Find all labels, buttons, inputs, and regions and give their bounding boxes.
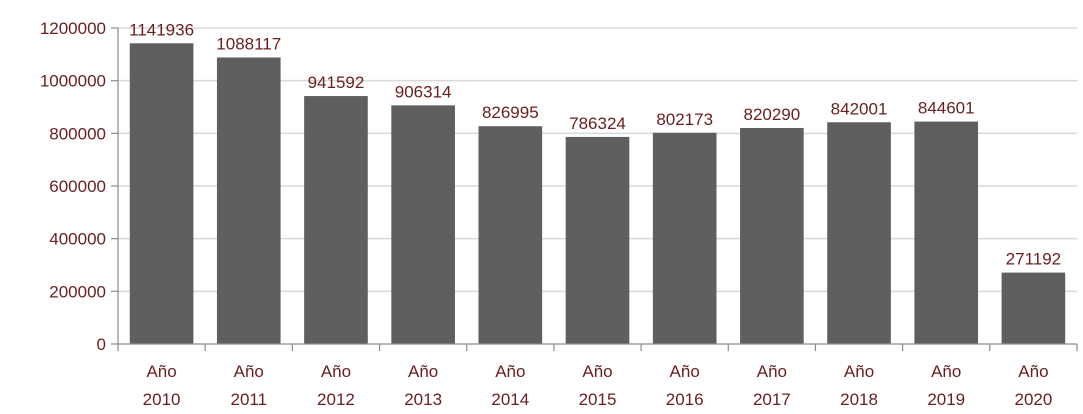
data-label: 786324 bbox=[569, 114, 626, 133]
y-tick-label: 200000 bbox=[49, 282, 106, 301]
x-tick-label: Año bbox=[408, 362, 438, 381]
x-tick-label: 2016 bbox=[666, 390, 704, 409]
data-label: 271192 bbox=[1006, 250, 1061, 269]
x-tick-label: Año bbox=[582, 362, 612, 381]
data-label: 906314 bbox=[395, 82, 452, 101]
y-tick-labels: 0 200000 400000 600000 800000 1000000 1200000 bbox=[40, 19, 106, 354]
x-tick-label: Año bbox=[321, 362, 351, 381]
x-tick-label: 2018 bbox=[840, 390, 878, 409]
data-label: 826995 bbox=[482, 103, 539, 122]
x-tick-label: 2010 bbox=[143, 390, 181, 409]
bar bbox=[652, 132, 717, 344]
bar bbox=[914, 121, 979, 344]
x-tick-label: Año bbox=[931, 362, 961, 381]
bar bbox=[827, 122, 891, 344]
bar bbox=[740, 127, 804, 345]
x-tick-label: Año bbox=[146, 362, 176, 381]
data-label: 1088117 bbox=[216, 34, 281, 53]
bar bbox=[478, 126, 543, 345]
y-tick-label: 1200000 bbox=[40, 19, 106, 38]
x-tick-label: Año bbox=[1018, 362, 1048, 381]
x-tick-label: Año bbox=[495, 362, 525, 381]
data-labels: 1141936 1088117 941592 906314 826995 786324 80… bbox=[129, 20, 1061, 268]
data-label: 802173 bbox=[656, 110, 713, 129]
x-tick-label: Año bbox=[234, 362, 264, 381]
bar bbox=[304, 96, 368, 344]
x-tick-label: 2017 bbox=[753, 390, 791, 409]
axes bbox=[111, 27, 1078, 351]
y-tick-label: 1000000 bbox=[40, 72, 106, 91]
data-label: 941592 bbox=[308, 73, 365, 92]
x-tick-label: 2012 bbox=[317, 390, 355, 409]
data-label: 820290 bbox=[743, 105, 800, 124]
bar bbox=[216, 57, 281, 344]
data-label: 844601 bbox=[918, 99, 975, 118]
x-tick-label: 2013 bbox=[404, 390, 442, 409]
bar bbox=[565, 136, 630, 344]
x-tick-label: 2014 bbox=[491, 390, 529, 409]
bars bbox=[129, 43, 1066, 345]
x-tick-label: Año bbox=[844, 362, 874, 381]
y-tick-label: 400000 bbox=[49, 230, 106, 249]
y-tick-label: 800000 bbox=[49, 124, 106, 143]
x-tick-labels: Año 2010 Año 2011 Año 2012 Año 2013 Año 2014 Año 20… bbox=[143, 362, 1053, 409]
bar bbox=[129, 43, 194, 344]
x-tick-label: Año bbox=[670, 362, 700, 381]
x-tick-label: 2011 bbox=[230, 390, 267, 409]
x-tick-label: 2015 bbox=[579, 390, 617, 409]
bar bbox=[391, 105, 455, 344]
data-label: 842001 bbox=[831, 99, 888, 118]
y-tick-label: 600000 bbox=[49, 177, 106, 196]
bar bbox=[1001, 272, 1066, 344]
x-tick-label: 2020 bbox=[1014, 390, 1052, 409]
data-label: 1141936 bbox=[129, 20, 194, 39]
y-tick-label: 0 bbox=[97, 335, 106, 354]
x-tick-label: Año bbox=[757, 362, 787, 381]
x-tick-label: 2019 bbox=[927, 390, 965, 409]
